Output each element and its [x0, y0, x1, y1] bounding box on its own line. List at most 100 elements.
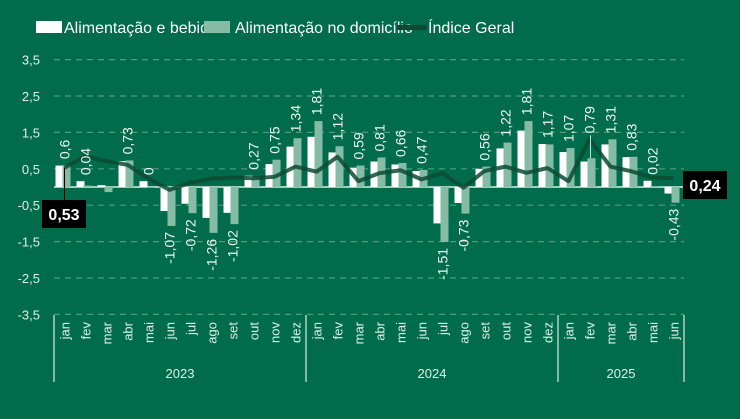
x-tick-label: jul [436, 322, 451, 336]
y-tick-label: -3,5 [18, 307, 40, 322]
bar-alimentacao-bebidas [475, 168, 484, 187]
callout-label: 0,53 [48, 207, 79, 224]
data-label: 0,02 [645, 147, 661, 174]
bar-alimentacao-bebidas [181, 187, 190, 204]
bar-alimentacao-domicilio [356, 165, 365, 187]
x-tick-label: mai [646, 322, 661, 343]
x-tick-label: jul [184, 322, 199, 336]
data-label: 0,04 [78, 148, 94, 175]
bar-alimentacao-bebidas [580, 161, 589, 187]
x-tick-label: mar [604, 321, 619, 344]
x-tick-label: dez [289, 322, 304, 343]
x-tick-label: mar [352, 321, 367, 344]
bar-alimentacao-bebidas [118, 161, 127, 187]
bar-alimentacao-bebidas [664, 187, 673, 194]
data-label: 1,31 [603, 106, 619, 133]
bar-alimentacao-domicilio [104, 187, 113, 193]
y-tick-label: -2,5 [18, 271, 40, 286]
data-label: -0,43 [666, 208, 682, 240]
data-label: -1,26 [204, 239, 220, 271]
data-label: -1,51 [435, 248, 451, 280]
year-label: 2023 [166, 366, 195, 381]
bar-alimentacao-bebidas [244, 175, 253, 187]
x-tick-label: abr [121, 321, 136, 340]
data-label: -1,02 [225, 230, 241, 262]
bar-alimentacao-domicilio [545, 144, 554, 187]
x-tick-label: abr [373, 321, 388, 340]
bar-alimentacao-bebidas [538, 144, 547, 187]
legend-swatch-indice-geral [397, 25, 427, 30]
data-label: 0,27 [246, 142, 262, 169]
bar-alimentacao-domicilio [587, 158, 596, 187]
legend-label-alimentacao-bebidas: Alimentação e bebidas [64, 20, 226, 37]
bar-alimentacao-domicilio [251, 177, 260, 187]
data-label: 1,81 [309, 88, 325, 115]
x-tick-label: out [247, 322, 262, 340]
data-label: 0,66 [393, 130, 409, 157]
x-tick-label: jun [163, 322, 178, 340]
y-tick-label: 3,5 [22, 53, 40, 68]
bar-alimentacao-bebidas [517, 130, 526, 187]
data-label: 1,07 [561, 115, 577, 142]
callout-label: 0,24 [689, 178, 720, 195]
bar-alimentacao-bebidas [76, 181, 85, 187]
bar-alimentacao-bebidas [160, 187, 169, 212]
y-tick-label: 2,5 [22, 89, 40, 104]
data-label: 0,81 [372, 124, 388, 151]
data-label: 0,83 [624, 123, 640, 150]
x-tick-label: nov [520, 322, 535, 343]
x-tick-label: jan [58, 322, 73, 340]
x-tick-label: jun [415, 322, 430, 340]
data-label: 0,47 [414, 136, 430, 163]
bar-alimentacao-domicilio [671, 187, 680, 203]
bar-alimentacao-bebidas [97, 185, 106, 187]
callout-box [683, 171, 727, 199]
data-label: 1,17 [540, 111, 556, 138]
x-tick-label: jun [667, 322, 682, 340]
y-tick-label: 1,5 [22, 125, 40, 140]
y-tick-label: 0,5 [22, 162, 40, 177]
x-tick-label: mai [142, 322, 157, 343]
bar-alimentacao-bebidas [307, 136, 316, 187]
x-tick-label: out [499, 322, 514, 340]
x-tick-label: dez [541, 322, 556, 343]
bar-alimentacao-domicilio [440, 187, 449, 242]
bar-alimentacao-bebidas [559, 152, 568, 187]
bar-alimentacao-domicilio [398, 162, 407, 187]
x-tick-label: fev [583, 322, 598, 340]
bar-alimentacao-domicilio [125, 160, 134, 187]
bar-alimentacao-bebidas [643, 180, 652, 187]
data-label: 0,79 [582, 106, 598, 133]
x-tick-label: set [226, 322, 241, 340]
bar-alimentacao-bebidas [601, 144, 610, 187]
bar-alimentacao-domicilio [230, 187, 239, 225]
bar-alimentacao-bebidas [286, 146, 295, 187]
bar-alimentacao-domicilio [167, 187, 176, 226]
bar-alimentacao-bebidas [55, 165, 64, 187]
data-label: -1,07 [162, 232, 178, 264]
bar-alimentacao-bebidas [391, 164, 400, 187]
bar-alimentacao-domicilio [146, 187, 155, 188]
data-label: 1,34 [288, 105, 304, 132]
y-tick-label: -0,5 [18, 198, 40, 213]
bar-alimentacao-domicilio [503, 142, 512, 187]
bar-alimentacao-domicilio [566, 148, 575, 187]
x-tick-label: nov [268, 322, 283, 343]
x-tick-label: abr [625, 321, 640, 340]
y-tick-label: -1,5 [18, 235, 40, 250]
data-label: 0,6 [57, 139, 73, 159]
legend-swatch-alimentacao-bebidas [36, 21, 62, 33]
x-tick-label: ago [457, 322, 472, 344]
year-label: 2024 [418, 366, 447, 381]
bar-alimentacao-domicilio [209, 187, 218, 233]
year-label: 2025 [607, 366, 636, 381]
legend-swatch-alimentacao-domicilio [204, 21, 230, 33]
bar-alimentacao-bebidas [454, 187, 463, 204]
x-tick-label: set [478, 322, 493, 340]
data-label: 1,22 [498, 109, 514, 136]
x-tick-label: ago [205, 322, 220, 344]
bar-alimentacao-domicilio [650, 186, 659, 187]
data-label: 0,56 [477, 133, 493, 160]
x-tick-label: fev [331, 322, 346, 340]
